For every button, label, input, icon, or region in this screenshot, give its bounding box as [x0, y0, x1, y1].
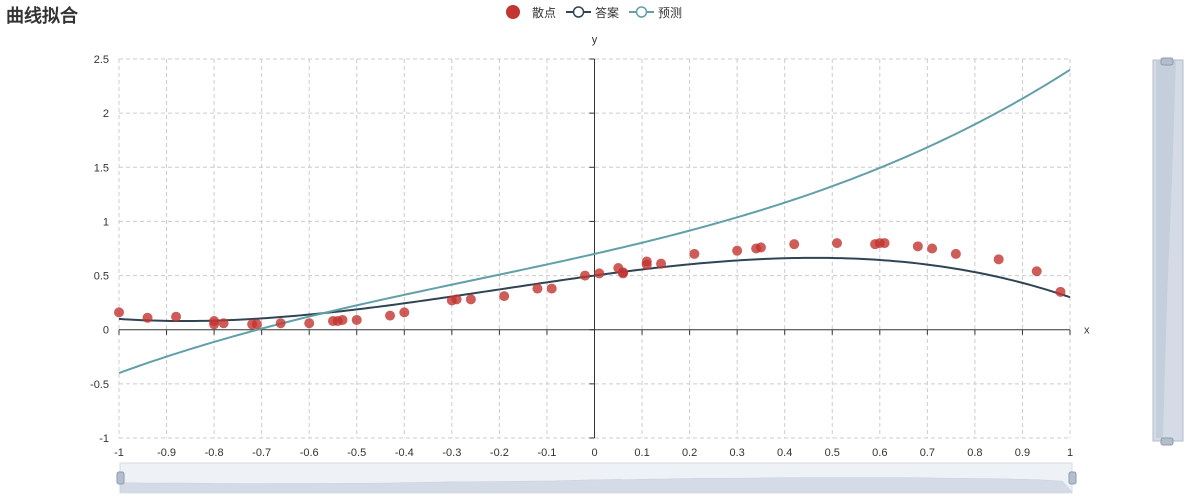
predict-legend-icon	[629, 6, 655, 18]
legend-item-answer[interactable]: 答案	[566, 4, 619, 21]
y-datazoom-bottom-handle[interactable]	[1160, 437, 1174, 446]
scatter-point[interactable]	[755, 242, 766, 253]
legend-label-predict: 预测	[658, 5, 683, 20]
x-tick-label: 0.9	[1015, 447, 1030, 459]
scatter-point[interactable]	[594, 268, 605, 279]
legend: 散点 答案 预测	[503, 2, 682, 22]
scatter-point[interactable]	[532, 283, 543, 294]
scatter-point[interactable]	[451, 294, 462, 305]
x-tick-label: -0.8	[205, 447, 224, 459]
y-tick-label: 0.5	[94, 271, 109, 283]
scatter-point[interactable]	[618, 268, 629, 279]
scatter-point[interactable]	[465, 294, 476, 305]
y-tick-label: 1.5	[94, 162, 109, 174]
x-tick-label: 0.1	[634, 447, 649, 459]
answer-line	[118, 256, 1071, 323]
legend-item-scatter[interactable]: 散点	[503, 4, 556, 21]
y-tick-label: 2	[103, 108, 109, 120]
x-tick-label: 1	[1067, 447, 1073, 459]
scatter-point[interactable]	[950, 248, 961, 259]
scatter-point[interactable]	[927, 243, 938, 254]
x-tick-label: -0.7	[252, 447, 271, 459]
x-tick-label: 0.3	[730, 447, 745, 459]
legend-label-answer: 答案	[595, 5, 620, 20]
scatter-point[interactable]	[546, 283, 557, 294]
scatter-point[interactable]	[499, 291, 510, 302]
x-tick-label: -0.5	[347, 447, 366, 459]
y-tick-label: 2.5	[94, 54, 109, 66]
scatter-point[interactable]	[304, 318, 315, 329]
answer-legend-icon	[566, 6, 592, 18]
x-axis-label: x	[1084, 325, 1090, 337]
y-tick-label: -0.5	[90, 379, 109, 391]
x-datazoom[interactable]	[116, 462, 1077, 494]
y-tick-label: 1	[103, 216, 109, 228]
scatter-points	[114, 238, 1066, 330]
x-tick-label: 0.7	[920, 447, 935, 459]
scatter-point[interactable]	[579, 270, 590, 281]
scatter-point[interactable]	[251, 319, 262, 330]
x-datazoom-left-handle[interactable]	[116, 471, 125, 485]
x-tick-label: -0.4	[395, 447, 414, 459]
y-tick-label: 0	[103, 325, 109, 337]
x-tick-label: -0.6	[300, 447, 319, 459]
x-tick-label: -0.1	[537, 447, 556, 459]
scatter-point[interactable]	[1055, 286, 1066, 297]
y-datazoom[interactable]	[1152, 57, 1184, 446]
y-axis-ticks: -1 -0.5 0 0.5 1 1.5 2 2.5	[90, 54, 595, 445]
scatter-legend-icon	[506, 5, 520, 19]
x-tick-label: -0.2	[490, 447, 509, 459]
scatter-point[interactable]	[275, 318, 286, 329]
scatter-point[interactable]	[993, 254, 1004, 265]
x-tick-label: 0.5	[825, 447, 840, 459]
scatter-point[interactable]	[114, 307, 124, 318]
y-datazoom-top-handle[interactable]	[1160, 57, 1174, 66]
scatter-point[interactable]	[142, 312, 153, 323]
y-datazoom-data-shadow	[1156, 60, 1176, 438]
x-tick-label: 0	[591, 447, 597, 459]
scatter-point[interactable]	[656, 258, 667, 269]
scatter-point[interactable]	[912, 241, 923, 252]
x-datazoom-data-shadow	[119, 477, 1073, 493]
scatter-point[interactable]	[337, 314, 348, 325]
scatter-point[interactable]	[689, 248, 700, 259]
x-axis-ticks: -1 -0.9 -0.8 -0.7 -0.6 -0.5 -0.4 -0.3 -0.2 -0.1 0 0…	[114, 329, 1073, 459]
legend-label-scatter: 散点	[532, 5, 557, 20]
scatter-point[interactable]	[789, 239, 800, 250]
x-tick-label: -1	[114, 447, 124, 459]
x-datazoom-right-handle[interactable]	[1068, 471, 1077, 485]
x-tick-label: -0.9	[157, 447, 176, 459]
scatter-point[interactable]	[399, 307, 410, 318]
y-tick-label: -1	[99, 433, 109, 445]
scatter-point[interactable]	[732, 245, 743, 256]
scatter-point[interactable]	[879, 238, 890, 249]
scatter-point[interactable]	[351, 314, 362, 325]
scatter-point[interactable]	[385, 310, 396, 321]
x-tick-label: 0.8	[967, 447, 982, 459]
scatter-point[interactable]	[209, 319, 220, 330]
x-tick-label: -0.3	[442, 447, 461, 459]
scatter-point[interactable]	[218, 318, 229, 329]
scatter-point[interactable]	[171, 311, 182, 322]
x-tick-label: 0.4	[777, 447, 792, 459]
x-tick-label: 0.6	[872, 447, 887, 459]
y-axis-label: y	[592, 34, 598, 46]
x-tick-label: 0.2	[682, 447, 697, 459]
scatter-point[interactable]	[832, 238, 843, 249]
legend-item-predict[interactable]: 预测	[629, 4, 682, 21]
scatter-point[interactable]	[1031, 266, 1042, 277]
scatter-point[interactable]	[641, 256, 652, 267]
chart-title: 曲线拟合	[6, 6, 78, 27]
